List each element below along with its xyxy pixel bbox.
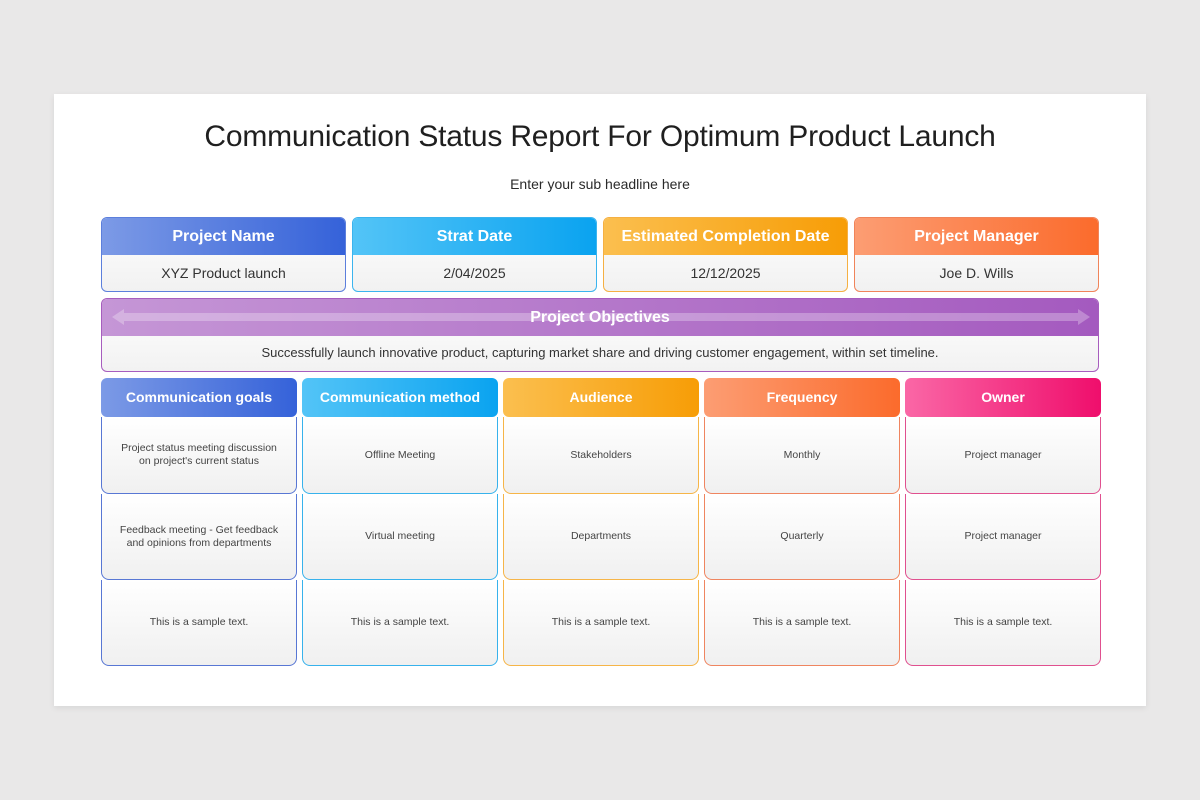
table-cell: Monthly bbox=[704, 417, 900, 494]
project-objectives-label: Project Objectives bbox=[530, 309, 670, 326]
table-cell: Feedback meeting - Get feedback and opin… bbox=[101, 494, 297, 580]
double-arrow-icon bbox=[112, 309, 1090, 325]
project-objectives-panel: Project Objectives Successfully launch i… bbox=[101, 298, 1099, 372]
table-cell: This is a sample text. bbox=[302, 580, 498, 666]
project-manager-value: Joe D. Wills bbox=[939, 265, 1014, 281]
column-header-communication-goals: Communication goals bbox=[101, 378, 297, 417]
project-name-card: Project Name XYZ Product launch bbox=[101, 217, 346, 292]
table-cell: Quarterly bbox=[704, 494, 900, 580]
table-cell: Virtual meeting bbox=[302, 494, 498, 580]
project-manager-card: Project Manager Joe D. Wills bbox=[854, 217, 1099, 292]
page-title: Communication Status Report For Optimum … bbox=[204, 120, 996, 153]
start-date-card: Strat Date 2/04/2025 bbox=[352, 217, 597, 292]
table-cell: This is a sample text. bbox=[704, 580, 900, 666]
project-name-value: XYZ Product launch bbox=[161, 265, 286, 281]
column-header-audience: Audience bbox=[503, 378, 699, 417]
project-objectives-text: Successfully launch innovative product, … bbox=[261, 345, 939, 360]
start-date-label: Strat Date bbox=[353, 218, 596, 255]
project-objectives-header: Project Objectives bbox=[102, 299, 1098, 336]
column-header-communication-method: Communication method bbox=[302, 378, 498, 417]
completion-date-label: Estimated Completion Date bbox=[604, 218, 847, 255]
project-manager-label: Project Manager bbox=[855, 218, 1098, 255]
table-cell: Offline Meeting bbox=[302, 417, 498, 494]
slide: Communication Status Report For Optimum … bbox=[54, 94, 1146, 706]
table-cell: Project manager bbox=[905, 494, 1101, 580]
table-cell: Stakeholders bbox=[503, 417, 699, 494]
table-cell: Project status meeting discussion on pro… bbox=[101, 417, 297, 494]
start-date-value: 2/04/2025 bbox=[443, 265, 506, 281]
table-cell: Project manager bbox=[905, 417, 1101, 494]
column-header-owner: Owner bbox=[905, 378, 1101, 417]
column-header-frequency: Frequency bbox=[704, 378, 900, 417]
sub-headline: Enter your sub headline here bbox=[510, 176, 690, 192]
completion-date-value: 12/12/2025 bbox=[690, 265, 761, 281]
table-cell: Departments bbox=[503, 494, 699, 580]
table-cell: This is a sample text. bbox=[101, 580, 297, 666]
table-cell: This is a sample text. bbox=[905, 580, 1101, 666]
table-cell: This is a sample text. bbox=[503, 580, 699, 666]
completion-date-card: Estimated Completion Date 12/12/2025 bbox=[603, 217, 848, 292]
project-name-label: Project Name bbox=[102, 218, 345, 255]
